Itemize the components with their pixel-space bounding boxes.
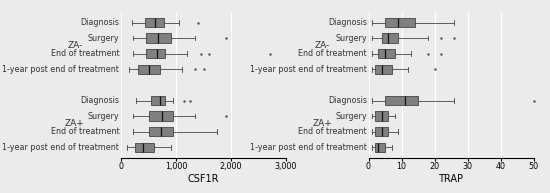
Text: Surgery: Surgery (88, 34, 119, 43)
Text: ZA+: ZA+ (65, 119, 85, 128)
Text: Surgery: Surgery (88, 112, 119, 121)
Text: End of treatment: End of treatment (298, 127, 367, 136)
Text: End of treatment: End of treatment (298, 49, 367, 58)
Text: Diagnosis: Diagnosis (328, 96, 367, 105)
Text: 1-year post end of treatment: 1-year post end of treatment (2, 143, 119, 152)
Text: End of treatment: End of treatment (51, 127, 119, 136)
PathPatch shape (378, 49, 395, 58)
X-axis label: TRAP: TRAP (438, 174, 464, 184)
PathPatch shape (385, 18, 415, 27)
PathPatch shape (375, 127, 388, 136)
PathPatch shape (382, 33, 398, 43)
PathPatch shape (146, 49, 165, 58)
Text: 1-year post end of treatment: 1-year post end of treatment (250, 143, 367, 152)
Text: Diagnosis: Diagnosis (328, 18, 367, 27)
Text: ZA-: ZA- (67, 41, 82, 50)
PathPatch shape (148, 111, 173, 121)
PathPatch shape (135, 143, 154, 152)
Text: Surgery: Surgery (336, 34, 367, 43)
PathPatch shape (385, 96, 418, 105)
PathPatch shape (375, 111, 388, 121)
Text: 1-year post end of treatment: 1-year post end of treatment (2, 65, 119, 74)
PathPatch shape (375, 143, 385, 152)
PathPatch shape (146, 33, 170, 43)
Text: Surgery: Surgery (336, 112, 367, 121)
Text: ZA+: ZA+ (312, 119, 332, 128)
Text: Diagnosis: Diagnosis (80, 96, 119, 105)
X-axis label: CSF1R: CSF1R (188, 174, 219, 184)
Text: Diagnosis: Diagnosis (80, 18, 119, 27)
Text: 1-year post end of treatment: 1-year post end of treatment (250, 65, 367, 74)
PathPatch shape (375, 65, 392, 74)
PathPatch shape (148, 127, 173, 136)
PathPatch shape (138, 65, 160, 74)
PathPatch shape (145, 18, 164, 27)
PathPatch shape (151, 96, 165, 105)
Text: End of treatment: End of treatment (51, 49, 119, 58)
Text: ZA-: ZA- (315, 41, 330, 50)
